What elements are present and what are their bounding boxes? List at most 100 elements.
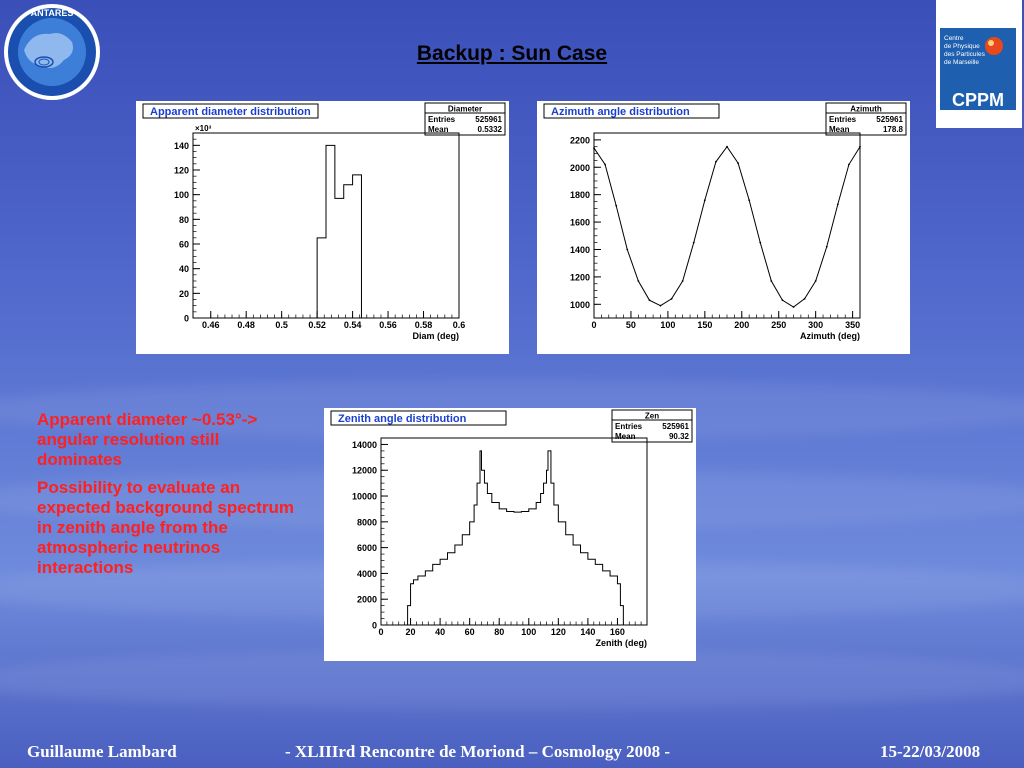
x-tick-label: 0.5 — [275, 320, 288, 330]
y-tick-label: 6000 — [357, 543, 377, 553]
footer-author: Guillaume Lambard — [27, 742, 177, 761]
y-tick-label: 0 — [372, 621, 377, 631]
data-point — [626, 248, 629, 251]
stats-box — [611, 409, 693, 443]
x-axis-label: Diam (deg) — [412, 331, 459, 341]
x-tick-label: 80 — [494, 627, 504, 637]
stats-entries-label: Entries — [615, 422, 643, 431]
data-point — [637, 280, 640, 282]
chart-title: Azimuth angle distribution — [551, 106, 690, 118]
x-tick-label: 0 — [378, 627, 383, 637]
stats-name: Zen — [645, 412, 659, 421]
data-point — [748, 199, 751, 202]
x-tick-label: 120 — [551, 627, 566, 637]
slide-title: Backup : Sun Case — [416, 42, 608, 65]
cppm-line: de Physique — [944, 43, 980, 50]
antares-logo-text: ANTARES — [31, 8, 74, 18]
footer: Guillaume Lambard - XLIIIrd Rencontre de… — [0, 742, 1024, 766]
y-tick-label: 140 — [174, 141, 189, 151]
data-point — [615, 204, 618, 207]
x-tick-label: 40 — [435, 627, 445, 637]
stats-mean-value: 0.5332 — [478, 125, 503, 134]
y-tick-label: 40 — [179, 264, 189, 274]
x-tick-label: 0.6 — [453, 320, 466, 330]
cppm-line: des Particules — [944, 51, 986, 58]
y-tick-label: 12000 — [352, 466, 377, 476]
x-tick-label: 60 — [465, 627, 475, 637]
data-point — [648, 299, 651, 302]
data-series — [407, 450, 624, 625]
stats-name: Azimuth — [850, 105, 882, 114]
footer-event: - XLIIIrd Rencontre de Moriond – Cosmolo… — [285, 742, 671, 761]
y-tick-label: 60 — [179, 240, 189, 250]
y-tick-label: 100 — [174, 190, 189, 200]
stats-mean-label: Mean — [829, 125, 850, 134]
stats-entries-label: Entries — [428, 115, 456, 124]
data-point — [803, 297, 806, 300]
zenith-chart-panel: Zenith angle distribution Zen Entries 52596… — [324, 408, 696, 661]
x-tick-label: 0.52 — [308, 320, 326, 330]
y-tick-label: 4000 — [357, 569, 377, 579]
y-axis-multiplier: ×10³ — [195, 124, 212, 133]
x-tick-label: 0.48 — [237, 320, 255, 330]
cppm-line: de Marseille — [944, 59, 979, 66]
y-tick-label: 1200 — [570, 272, 590, 282]
y-tick-label: 1800 — [570, 190, 590, 200]
antares-logo: ANTARES — [2, 2, 102, 102]
stats-mean-value: 90.32 — [669, 432, 690, 441]
data-point — [792, 306, 795, 308]
data-point — [836, 203, 839, 206]
diameter-chart: Apparent diameter distribution DiameterEn… — [142, 102, 506, 341]
cppm-line: Centre — [944, 35, 964, 42]
y-tick-label: 2000 — [357, 595, 377, 605]
x-tick-label: 0.56 — [379, 320, 397, 330]
data-point — [670, 297, 673, 300]
stats-box — [424, 102, 506, 136]
x-tick-label: 300 — [808, 320, 823, 330]
y-tick-label: 0 — [184, 314, 189, 324]
diameter-chart-panel: Apparent diameter distribution Diameter En… — [136, 101, 509, 354]
x-tick-label: 20 — [406, 627, 416, 637]
data-point — [604, 163, 606, 166]
data-series — [316, 144, 362, 318]
y-tick-label: 20 — [179, 289, 189, 299]
plot-frame — [593, 132, 861, 319]
stats-entries-label: Entries — [829, 115, 857, 124]
data-point — [825, 245, 828, 248]
data-point — [770, 280, 773, 282]
x-tick-label: 0.58 — [415, 320, 433, 330]
x-tick-label: 160 — [610, 627, 625, 637]
x-tick-label: 100 — [660, 320, 675, 330]
notes: Apparent diameter ~0.53°-> angular resol… — [37, 410, 297, 586]
y-tick-label: 80 — [179, 215, 189, 225]
x-axis-label: Azimuth (deg) — [800, 331, 860, 341]
x-tick-label: 50 — [626, 320, 636, 330]
x-tick-label: 140 — [580, 627, 595, 637]
x-axis-label: Zenith (deg) — [596, 638, 648, 648]
azimuth-chart: Azimuth angle distribution AzimuthEntries… — [543, 102, 907, 341]
stats-name: Diameter — [448, 105, 482, 114]
y-tick-label: 1000 — [570, 300, 590, 310]
chart-title-box — [330, 410, 507, 426]
data-point — [715, 160, 717, 163]
x-tick-label: 0 — [591, 320, 596, 330]
data-point — [759, 241, 762, 244]
note-background: Possibility to evaluate an expected back… — [37, 478, 294, 577]
data-point — [814, 280, 817, 282]
data-point — [593, 147, 595, 149]
x-tick-label: 350 — [845, 320, 860, 330]
chart-title: Zenith angle distribution — [338, 413, 467, 425]
chart-title-box — [142, 103, 319, 119]
stats-entries-value: 525961 — [876, 115, 903, 124]
x-tick-label: 200 — [734, 320, 749, 330]
stats-mean-label: Mean — [428, 125, 449, 134]
stats-mean-label: Mean — [615, 432, 636, 441]
data-point — [781, 299, 784, 302]
data-point — [848, 163, 850, 166]
chart-title: Apparent diameter distribution — [150, 106, 311, 118]
stats-box — [825, 102, 907, 136]
azimuth-chart-panel: Azimuth angle distribution Azimuth Entries… — [537, 101, 910, 354]
plot-frame — [380, 437, 648, 626]
y-tick-label: 2000 — [570, 163, 590, 173]
